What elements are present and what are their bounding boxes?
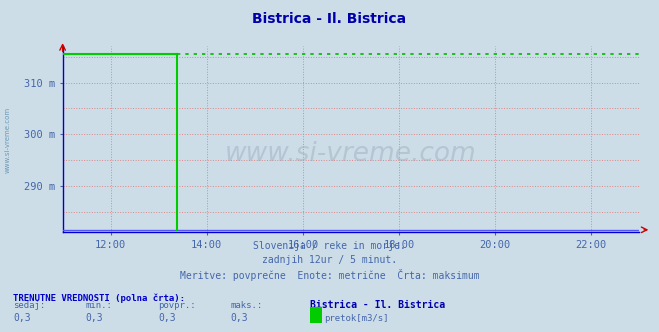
- Text: Slovenija / reke in morje.: Slovenija / reke in morje.: [253, 241, 406, 251]
- Text: povpr.:: povpr.:: [158, 301, 196, 310]
- Text: 0,3: 0,3: [231, 313, 248, 323]
- Text: www.si-vreme.com: www.si-vreme.com: [5, 106, 11, 173]
- Text: maks.:: maks.:: [231, 301, 263, 310]
- Text: Meritve: povprečne  Enote: metrične  Črta: maksimum: Meritve: povprečne Enote: metrične Črta:…: [180, 269, 479, 281]
- Text: pretok[m3/s]: pretok[m3/s]: [324, 314, 389, 323]
- Text: 0,3: 0,3: [158, 313, 176, 323]
- Text: 0,3: 0,3: [13, 313, 31, 323]
- Text: sedaj:: sedaj:: [13, 301, 45, 310]
- Text: 0,3: 0,3: [86, 313, 103, 323]
- Text: TRENUTNE VREDNOSTI (polna črta):: TRENUTNE VREDNOSTI (polna črta):: [13, 294, 185, 303]
- Text: Bistrica - Il. Bistrica: Bistrica - Il. Bistrica: [310, 300, 445, 310]
- Text: Bistrica - Il. Bistrica: Bistrica - Il. Bistrica: [252, 12, 407, 26]
- Text: min.:: min.:: [86, 301, 113, 310]
- Text: www.si-vreme.com: www.si-vreme.com: [225, 141, 477, 167]
- Text: zadnjih 12ur / 5 minut.: zadnjih 12ur / 5 minut.: [262, 255, 397, 265]
